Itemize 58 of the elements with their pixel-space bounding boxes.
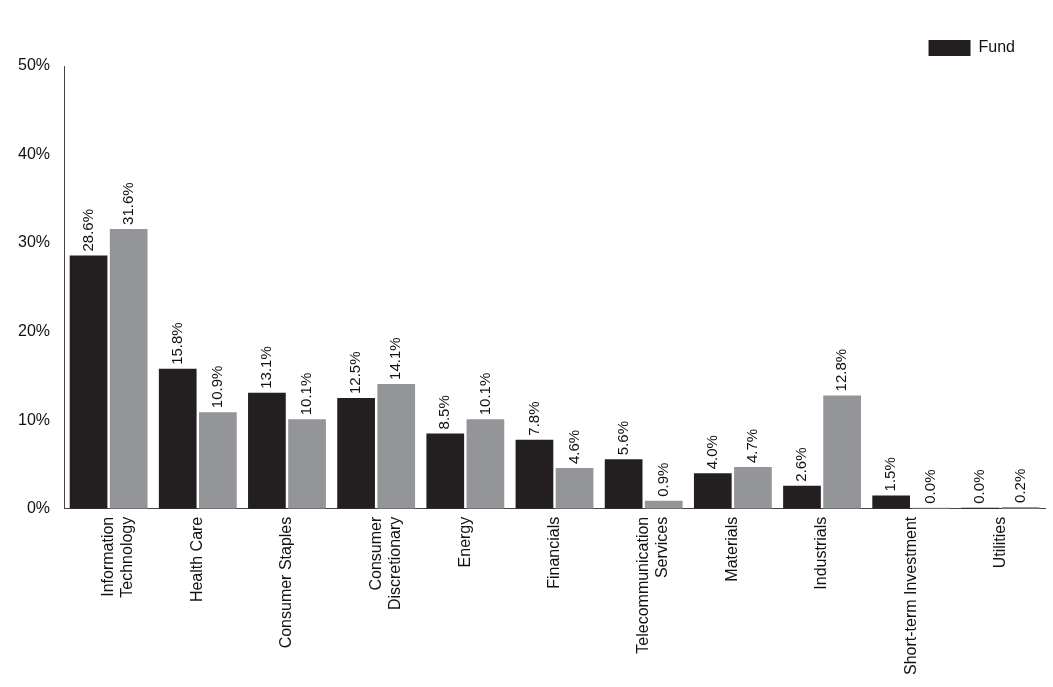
y-tick-label: 20% [17,322,51,340]
y-tick-label: 50% [17,56,51,74]
data-label: 14.1% [386,337,404,380]
data-label: 28.6% [78,208,96,252]
bar [377,383,416,509]
data-label: 10.1% [297,372,315,416]
bar [426,433,465,509]
bar [288,419,326,509]
legend-label: Fund [978,38,1015,56]
x-tick-label: Financials [544,516,562,589]
bar [337,398,375,509]
data-label: 10.1% [475,372,493,416]
bar [158,368,197,509]
data-label: 0.0% [921,469,939,504]
bar [466,419,505,509]
bar [823,395,861,509]
data-label: 12.5% [346,351,364,395]
bar [69,255,108,509]
bar [783,485,821,509]
data-label: 4.6% [564,429,582,464]
bar [515,439,554,509]
x-tick-label: Utilities [990,516,1008,569]
data-label: 12.8% [832,348,850,392]
bar [109,228,148,509]
data-label: 4.7% [743,428,761,464]
data-label: 0.2% [1010,468,1028,503]
data-label: 10.9% [208,365,225,409]
x-tick-label: Health Care [188,516,206,603]
bar [872,495,911,509]
y-tick-label: 10% [17,410,51,428]
data-label: 0.0% [970,469,988,504]
data-label: 5.6% [613,420,631,456]
x-tick-label: Information Technology [99,516,136,598]
bar [199,412,237,509]
data-label: 15.8% [167,322,185,365]
y-tick-label: 30% [17,233,51,251]
y-tick-label: 0% [26,499,51,517]
x-tick-label: Consumer Staples [277,516,295,649]
data-label: 31.6% [118,182,136,225]
bar [734,467,772,509]
x-tick-label: Energy [455,516,473,568]
data-label: 0.9% [653,462,671,497]
x-tick-label: Industrials [812,516,830,590]
bar [248,392,286,509]
data-label: 1.5% [881,457,899,492]
x-tick-label: Materials [723,516,741,582]
bar [604,459,643,509]
x-tick-label: Short-term Investment [901,516,919,676]
bar [555,468,594,509]
x-tick-label: Consumer Discretionary [366,516,403,611]
bar [693,473,732,509]
x-tick-label: Telecommunication Services [634,516,671,654]
data-label: 8.5% [435,395,453,430]
data-label: 2.6% [792,447,810,482]
data-label: 4.0% [702,435,720,470]
data-label: 7.8% [524,401,542,436]
data-label: 13.1% [257,346,275,389]
y-tick-label: 40% [17,144,51,162]
